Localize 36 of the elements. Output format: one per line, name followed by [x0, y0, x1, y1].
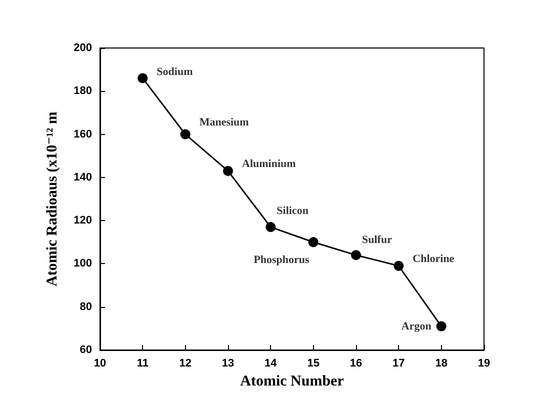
annotation: Sulfur — [362, 234, 392, 246]
point — [436, 321, 446, 332]
annotation: Manesium — [199, 116, 249, 128]
y-tick-label: 80 — [80, 300, 92, 313]
x-axis-title: Atomic Number — [240, 374, 344, 390]
y-tick-label: 140 — [74, 171, 92, 184]
x-tick-label: 18 — [435, 358, 448, 370]
x-tick-label: 16 — [350, 358, 362, 370]
point — [138, 73, 148, 84]
annotation: Argon — [401, 320, 432, 332]
x-tick-label: 13 — [222, 358, 234, 370]
x-tick-label: 14 — [264, 358, 278, 370]
y-tick-label: 200 — [74, 42, 92, 54]
annotation: Aluminium — [242, 158, 296, 170]
point — [266, 222, 276, 232]
y-tick-label: 120 — [74, 214, 92, 227]
y-tick-label: 180 — [74, 85, 92, 98]
x-tick-label: 17 — [392, 358, 405, 370]
x-tick-label: 11 — [136, 358, 148, 370]
x-tick-label: 19 — [478, 358, 490, 370]
y-tick-label: 100 — [74, 258, 92, 270]
point — [394, 260, 404, 271]
point — [308, 237, 318, 248]
annotation: Chlorine — [412, 252, 454, 265]
y-tick-label: 60 — [80, 344, 92, 356]
x-tick-label: 10 — [94, 358, 106, 370]
point — [223, 166, 233, 176]
annotation: Sodium — [156, 66, 193, 78]
x-tick-label: 12 — [179, 358, 192, 370]
y-axis-title: Atomic Radioaus (x10⁻¹² m — [44, 111, 60, 286]
point — [351, 250, 361, 260]
x-tick-label: 15 — [307, 358, 320, 370]
annotation: Phosphorus — [254, 254, 310, 266]
point — [180, 129, 190, 140]
annotation: Silicon — [276, 205, 308, 218]
y-tick-label: 160 — [74, 128, 92, 140]
